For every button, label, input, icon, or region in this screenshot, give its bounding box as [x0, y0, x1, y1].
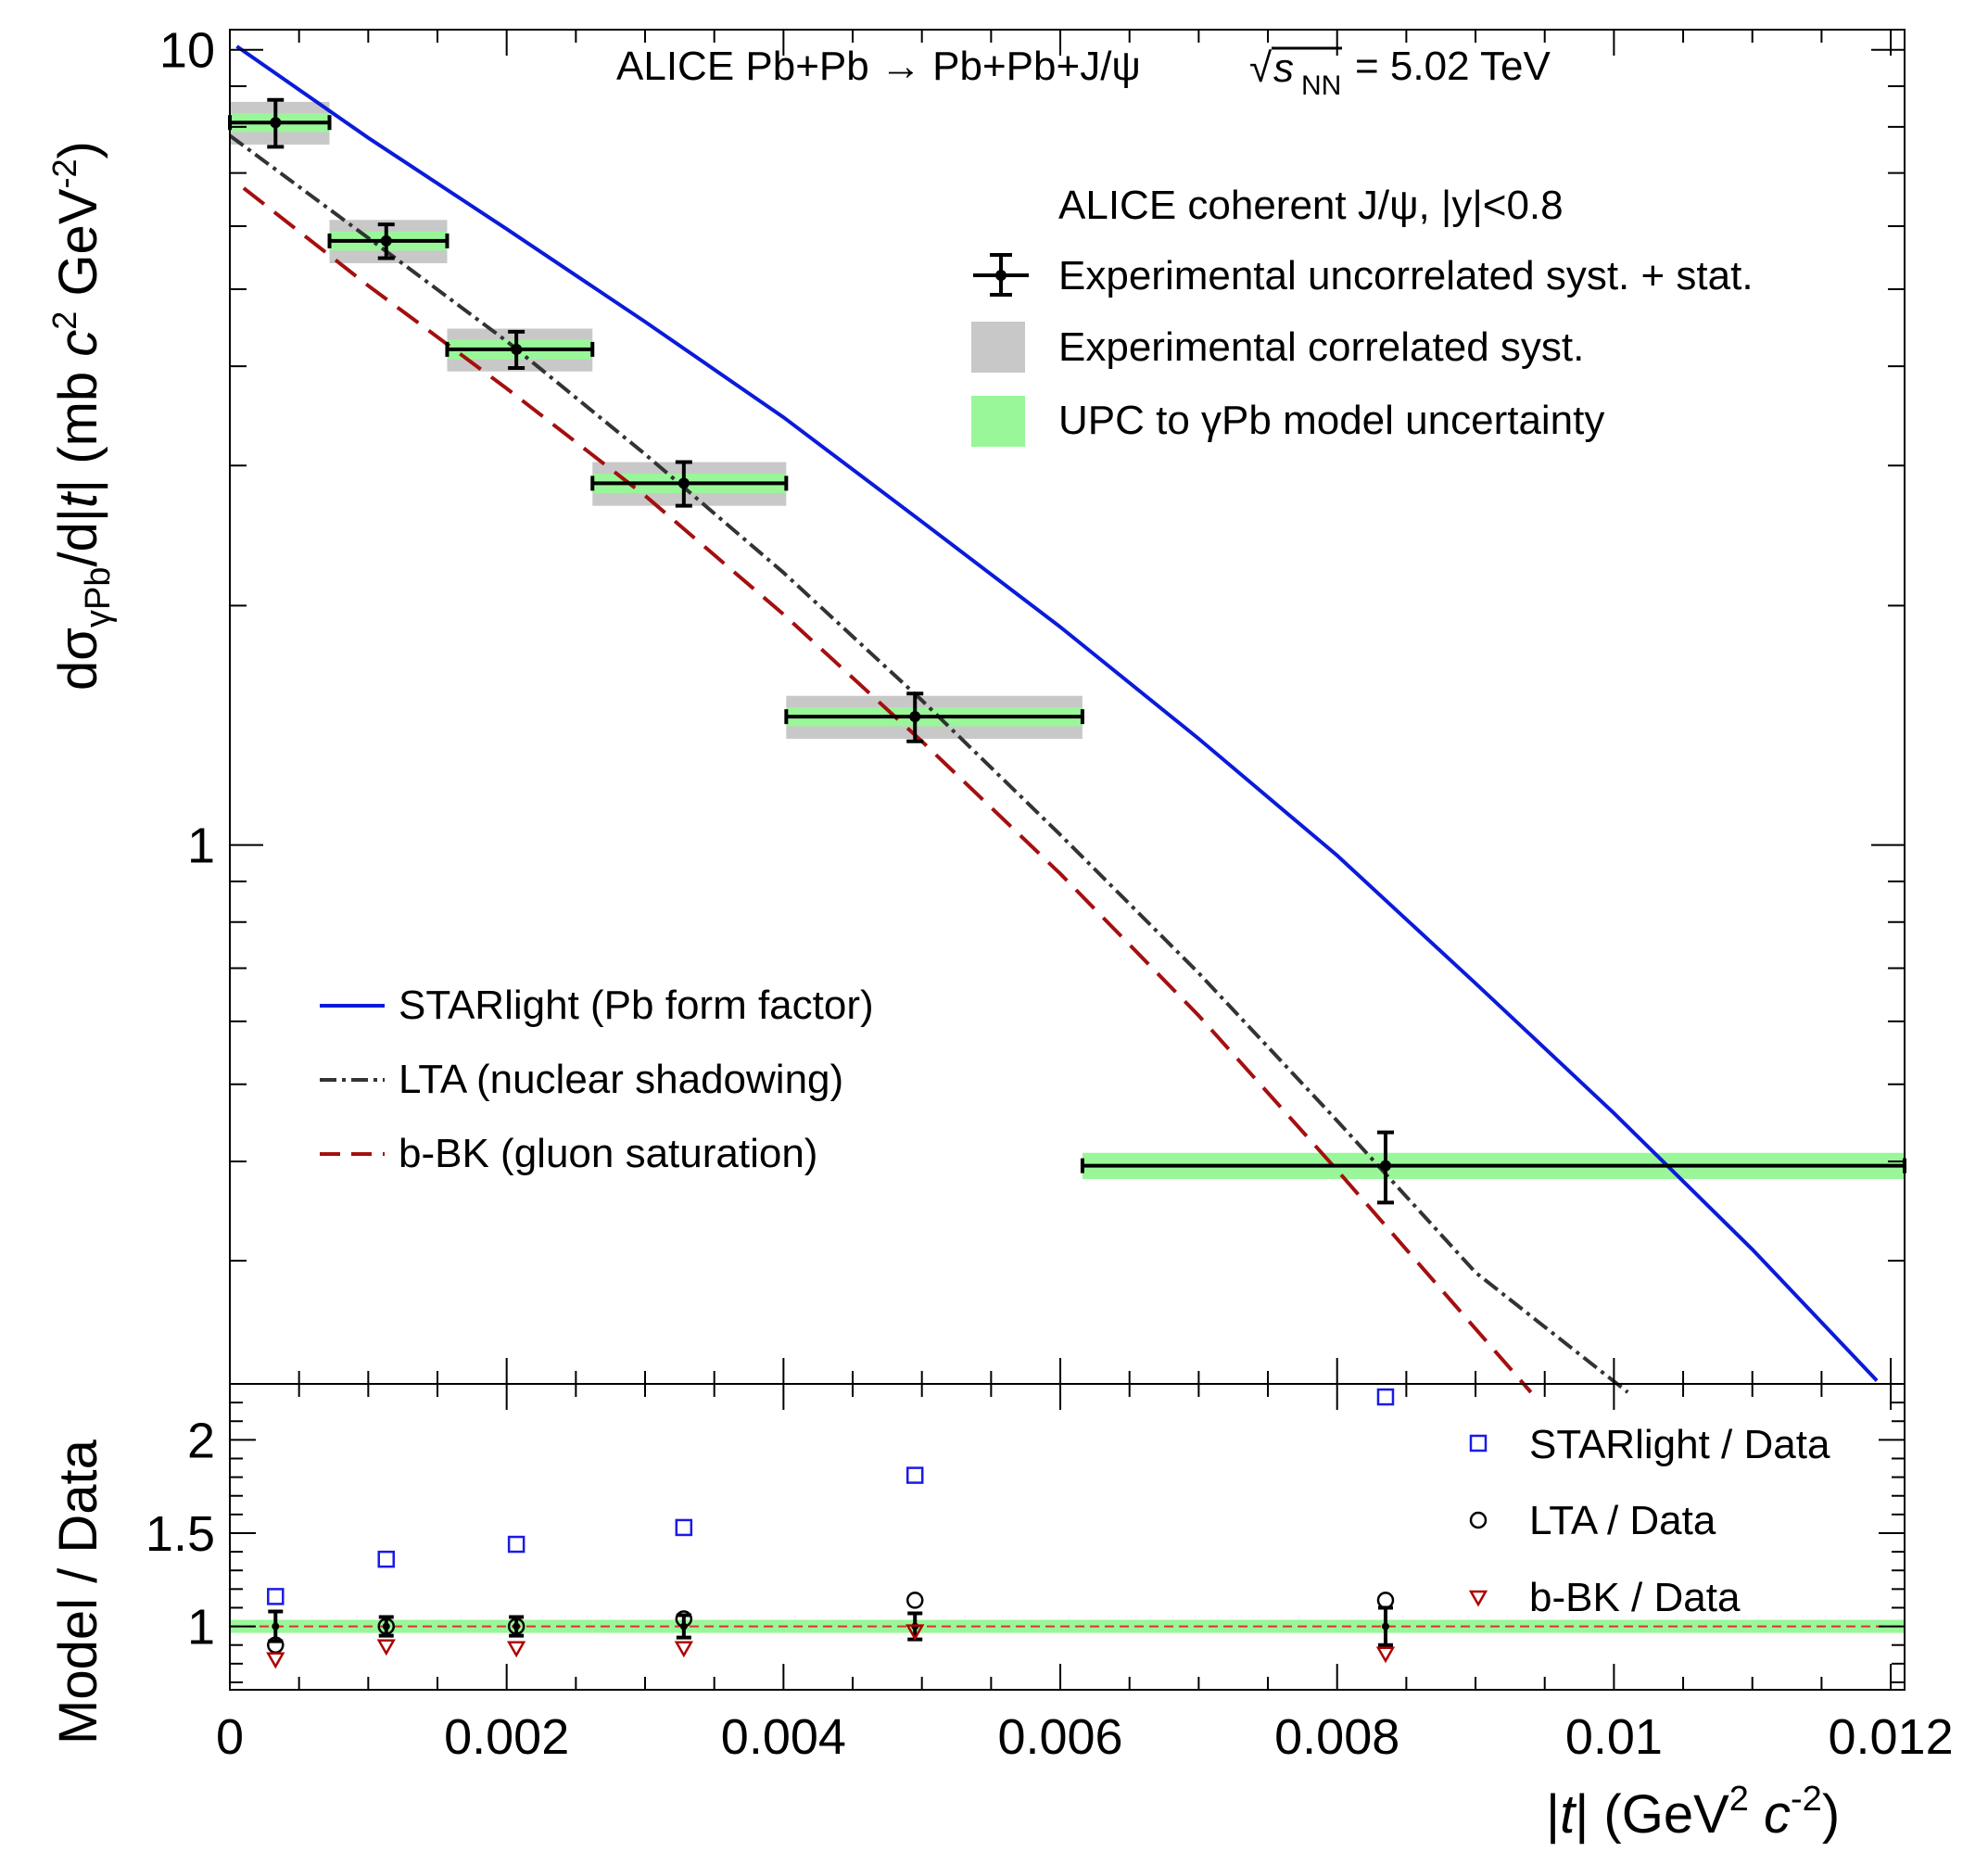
model-legend: STARlight (Pb form factor) LTA (nuclear … — [320, 983, 874, 1176]
legend-marker-correlated — [971, 322, 1025, 373]
data-marker-2 — [511, 343, 523, 355]
legend-marker-lta-ratio — [1469, 1511, 1488, 1529]
data-point-2 — [445, 329, 595, 370]
ratio-data-point-1 — [378, 1615, 394, 1638]
ratio-model-band-3 — [592, 1619, 787, 1633]
data-marker-5 — [1379, 1160, 1391, 1172]
data-marker-1 — [380, 235, 392, 247]
x-tick-label: 0.004 — [721, 1709, 846, 1765]
legend-header: ALICE coherent J/ψ, |y|<0.8 — [1058, 183, 1564, 228]
y-axis-title: dσγPb/d|t| (mb c2 GeV-2) — [45, 141, 118, 691]
y-tick-label: 10 — [159, 23, 215, 79]
ratio-legend: STARlight / Data LTA / Data b-BK / Data — [1468, 1422, 1830, 1620]
x-tick-label: 0.012 — [1828, 1709, 1953, 1765]
data-marker-3 — [677, 477, 690, 489]
nn-subscript: NN — [1301, 70, 1341, 101]
legend-marker-errorbar — [973, 253, 1029, 297]
data-legend: ALICE coherent J/ψ, |y|<0.8 Experimental… — [971, 183, 1754, 447]
ratio-bands — [230, 1619, 1905, 1633]
legend-marker-starlight-ratio — [1469, 1434, 1488, 1452]
legend-entry-model: UPC to γPb model uncertainty — [1058, 398, 1604, 443]
ratio-starlight-0 — [267, 1588, 285, 1605]
ticks: 0 0.002 0.004 0.006 0.008 0.01 0.012 1 10 1 1.5 2 — [146, 23, 1954, 1765]
curve-bbk — [242, 186, 1533, 1394]
legend-starlight-ratio: STARlight / Data — [1529, 1422, 1830, 1467]
energy-value: = 5.02 TeV — [1355, 44, 1551, 89]
ratio-bbk-2 — [506, 1641, 526, 1658]
ratio-lta-4 — [905, 1592, 924, 1609]
legend-marker-model — [971, 396, 1025, 447]
ratio-starlight-4 — [905, 1466, 924, 1484]
ratio-lta-1 — [377, 1617, 396, 1635]
legend-marker-bbk-ratio — [1468, 1590, 1488, 1607]
data-marker-0 — [270, 117, 282, 129]
ratio-tick-label: 1.5 — [146, 1506, 215, 1562]
legend-lta: LTA (nuclear shadowing) — [399, 1057, 843, 1102]
ratio-frame — [229, 1383, 1906, 1691]
x-tick-label: 0.01 — [1565, 1709, 1663, 1765]
model-curves — [228, 44, 1879, 1394]
y-tick-label: 1 — [187, 818, 215, 874]
ratio-starlight-1 — [377, 1550, 396, 1568]
legend-entry-correlated: Experimental correlated syst. — [1058, 324, 1584, 370]
energy-label: √ s NN = 5.02 TeV — [1249, 44, 1551, 101]
ratio-lta-3 — [675, 1610, 693, 1628]
x-tick-label: 0.006 — [997, 1709, 1122, 1765]
legend-starlight: STARlight (Pb form factor) — [399, 983, 874, 1028]
axes — [229, 29, 1906, 1691]
ratio-bbk-0 — [266, 1652, 285, 1669]
ratio-data-point-2 — [509, 1615, 525, 1638]
data-points — [228, 97, 1906, 1205]
curve-lta — [228, 133, 1629, 1394]
data-point-4 — [784, 691, 1084, 743]
s-symbol: s — [1273, 45, 1294, 91]
legend-bbk-ratio: b-BK / Data — [1529, 1575, 1741, 1620]
ratio-bbk-3 — [674, 1641, 693, 1658]
ratio-bbk-1 — [376, 1639, 396, 1656]
ratio-lta-5 — [1376, 1592, 1395, 1609]
ratio-tick-label: 2 — [187, 1413, 215, 1468]
data-marker-4 — [909, 711, 921, 723]
ratio-data-point-0 — [268, 1609, 284, 1643]
ratio-bbk-5 — [1375, 1646, 1396, 1664]
chart-title: ALICE Pb+Pb → Pb+Pb+J/ψ — [616, 44, 1141, 89]
ratio-starlight-3 — [675, 1518, 693, 1537]
data-point-3 — [590, 460, 789, 508]
curve-starlight — [235, 44, 1879, 1382]
ratio-bbk-4 — [905, 1624, 925, 1642]
x-tick-label: 0 — [216, 1709, 244, 1765]
legend-entry-uncorrelated: Experimental uncorrelated syst. + stat. — [1058, 253, 1754, 298]
ratio-tick-label: 1 — [187, 1600, 215, 1655]
x-tick-label: 0.002 — [444, 1709, 569, 1765]
data-point-5 — [1080, 1130, 1906, 1205]
x-axis-title: |t| (GeV2 c-2) — [1546, 1780, 1840, 1845]
ratio-markers — [266, 1388, 1396, 1669]
sqrt-symbol: √ — [1249, 45, 1273, 91]
legend-bbk: b-BK (gluon saturation) — [399, 1131, 817, 1176]
x-tick-label: 0.008 — [1274, 1709, 1399, 1765]
ratio-axis-title: Model / Data — [48, 1439, 108, 1744]
ratio-starlight-5 — [1376, 1388, 1395, 1406]
legend-lta-ratio: LTA / Data — [1529, 1498, 1716, 1543]
data-point-1 — [327, 222, 450, 260]
ratio-starlight-2 — [507, 1535, 525, 1554]
ratio-lta-2 — [507, 1617, 525, 1635]
